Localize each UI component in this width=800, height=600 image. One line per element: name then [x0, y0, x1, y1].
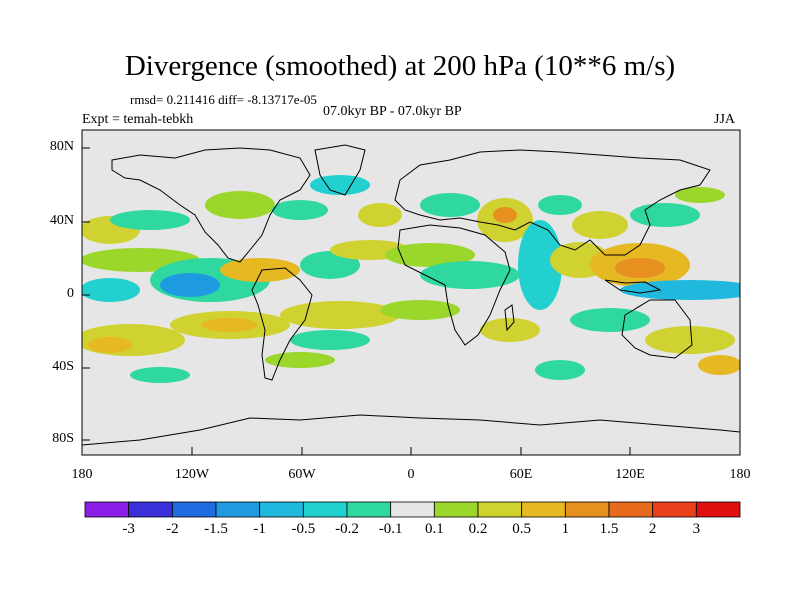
x-axis-label: 120E	[615, 467, 645, 482]
coastline-north-america	[111, 147, 311, 263]
field-blob	[358, 203, 402, 227]
field-blob	[110, 210, 190, 230]
field-blob	[420, 193, 480, 217]
colorbar-swatch	[433, 501, 479, 518]
colorbar-label: 1.5	[599, 521, 619, 537]
field-blob	[615, 258, 665, 278]
field-blob	[82, 324, 185, 356]
colorbar-swatch	[84, 501, 130, 518]
field-blob	[220, 258, 300, 282]
stats-line: rmsd= 0.211416 diff= -8.13717e-05	[130, 92, 317, 107]
field-blob	[698, 355, 740, 375]
coastline-eurasia	[394, 149, 711, 256]
field-blob	[265, 352, 335, 368]
colorbar-label: -1	[253, 521, 266, 537]
y-axis-label: 40S	[52, 359, 74, 374]
x-axis-label: 60E	[509, 467, 533, 482]
plot-title: Divergence (smoothed) at 200 hPa (10**6 …	[124, 50, 676, 82]
colorbar-swatch	[346, 501, 392, 518]
x-axis-label: 180	[729, 467, 751, 482]
x-axis-label: 60W	[288, 467, 316, 482]
coastlines	[82, 144, 740, 446]
field-blob	[88, 337, 132, 353]
field-blob	[630, 203, 700, 227]
field-blob	[570, 308, 650, 332]
coastline-south-america	[251, 267, 313, 381]
field-blob	[300, 251, 360, 279]
field-blob	[420, 261, 520, 289]
colorbar-swatch	[695, 501, 741, 518]
field-blob	[272, 200, 328, 220]
field-blob	[310, 175, 370, 195]
y-axis-label: 80S	[52, 431, 74, 446]
colorbar-label: -0.5	[291, 521, 316, 537]
colorbar-label: 3	[692, 521, 701, 537]
colorbar-swatch	[215, 501, 261, 518]
field-blob	[160, 273, 220, 297]
field-blob	[645, 326, 735, 354]
colorbar-swatch	[477, 501, 523, 518]
divergence-field	[82, 175, 740, 383]
y-axis-label: 0	[67, 286, 74, 301]
coastline-madagascar	[504, 304, 515, 332]
experiment-label: Expt = temah-tebkh	[82, 112, 194, 127]
field-blob	[380, 300, 460, 320]
field-blob	[280, 301, 400, 329]
season-label: JJA	[714, 112, 736, 127]
period-label: 07.0kyr BP - 07.0kyr BP	[323, 104, 462, 119]
colorbar-label: 1	[561, 521, 570, 537]
field-blob	[290, 330, 370, 350]
field-blob	[205, 191, 275, 219]
field-blob	[535, 360, 585, 380]
y-axis-label: 80N	[49, 139, 74, 154]
coastline-greenland	[314, 144, 366, 196]
coastline-antarctica	[82, 414, 740, 446]
colorbar	[84, 501, 741, 518]
x-axis-label: 120W	[174, 467, 210, 482]
colorbar-label: 0.2	[468, 521, 488, 537]
colorbar-label: 0.5	[512, 521, 532, 537]
colorbar-swatch	[608, 501, 654, 518]
coastline-indonesia	[604, 279, 662, 294]
colorbar-label: -3	[122, 521, 135, 537]
colorbar-swatch	[128, 501, 173, 518]
field-blob	[202, 318, 258, 332]
x-axis-label: 180	[71, 467, 93, 482]
colorbar-label: -1.5	[204, 521, 228, 537]
y-ticks	[82, 147, 90, 441]
colorbar-label: 0.1	[424, 521, 444, 537]
x-axis-label: 0	[407, 467, 415, 482]
colorbar-label: -0.1	[378, 521, 403, 537]
field-blob	[480, 318, 540, 342]
coastline-africa	[397, 224, 511, 346]
colorbar-swatch	[564, 501, 610, 518]
field-blob	[538, 195, 582, 215]
coastline-australia	[621, 299, 693, 359]
field-blob	[493, 207, 517, 223]
colorbar-swatch	[171, 501, 217, 518]
field-blob	[385, 243, 475, 267]
colorbar-label: -2	[166, 521, 179, 537]
colorbar-swatch	[390, 501, 435, 518]
colorbar-swatch	[302, 501, 348, 518]
field-blob	[675, 187, 725, 203]
field-blob	[620, 280, 740, 300]
y-axis-label: 40N	[49, 213, 74, 228]
field-blob	[82, 278, 140, 302]
x-ticks	[81, 447, 741, 455]
field-blob	[518, 220, 562, 310]
colorbar-swatch	[521, 501, 566, 518]
field-blob	[572, 211, 628, 239]
colorbar-label: -0.2	[335, 521, 359, 537]
colorbar-swatch	[259, 501, 304, 518]
field-blob	[130, 367, 190, 383]
colorbar-label: 2	[648, 521, 657, 537]
colorbar-swatch	[652, 501, 697, 518]
